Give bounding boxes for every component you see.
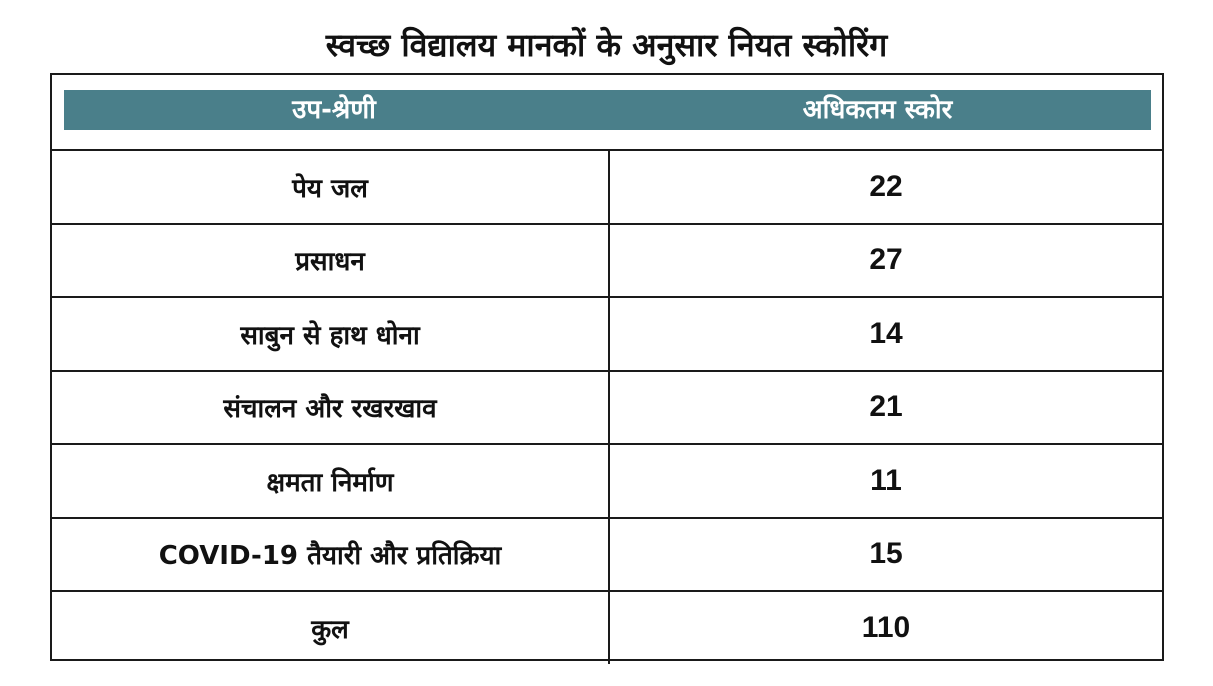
table-row: संचालन और रखरखाव 21 (52, 371, 1162, 445)
header-subcategory: उप-श्रेणी (292, 95, 376, 125)
table-row-total: कुल 110 (52, 592, 1162, 664)
scoring-table: उप-श्रेणी अधिकतम स्कोर पेय जल 22 प्रसाधन… (50, 73, 1164, 664)
cell-category: पेय जल (52, 151, 610, 223)
cell-score: 27 (869, 243, 903, 277)
cell-category: संचालन और रखरखाव (52, 371, 610, 443)
cell-score: 110 (861, 610, 911, 644)
page-title: स्वच्छ विद्यालय मानकों के अनुसार नियत स्… (325, 26, 888, 64)
header-max-score: अधिकतम स्कोर (802, 95, 953, 125)
cell-category: क्षमता निर्माण (52, 445, 610, 517)
header-band: उप-श्रेणी अधिकतम स्कोर (64, 90, 1151, 130)
cell-score: 22 (869, 169, 903, 203)
cell-score: 14 (869, 316, 903, 350)
table-body: पेय जल 22 प्रसाधन 27 साबुन से हाथ धोना 1… (52, 151, 1162, 664)
table-row: प्रसाधन 27 (52, 224, 1162, 298)
table-row: COVID-19 तैयारी और प्रतिक्रिया 15 (52, 518, 1162, 592)
cell-score: 11 (870, 463, 902, 497)
cell-score: 21 (869, 390, 903, 424)
table-row: पेय जल 22 (52, 151, 1162, 225)
cell-category: COVID-19 तैयारी और प्रतिक्रिया (52, 518, 610, 590)
table-row: क्षमता निर्माण 11 (52, 445, 1162, 519)
cell-category: कुल (52, 592, 610, 664)
cell-category: प्रसाधन (52, 224, 610, 296)
table-row: साबुन से हाथ धोना 14 (52, 298, 1162, 372)
table-header: उप-श्रेणी अधिकतम स्कोर (52, 75, 1162, 151)
cell-category: साबुन से हाथ धोना (52, 298, 610, 370)
cell-score: 15 (869, 537, 903, 571)
